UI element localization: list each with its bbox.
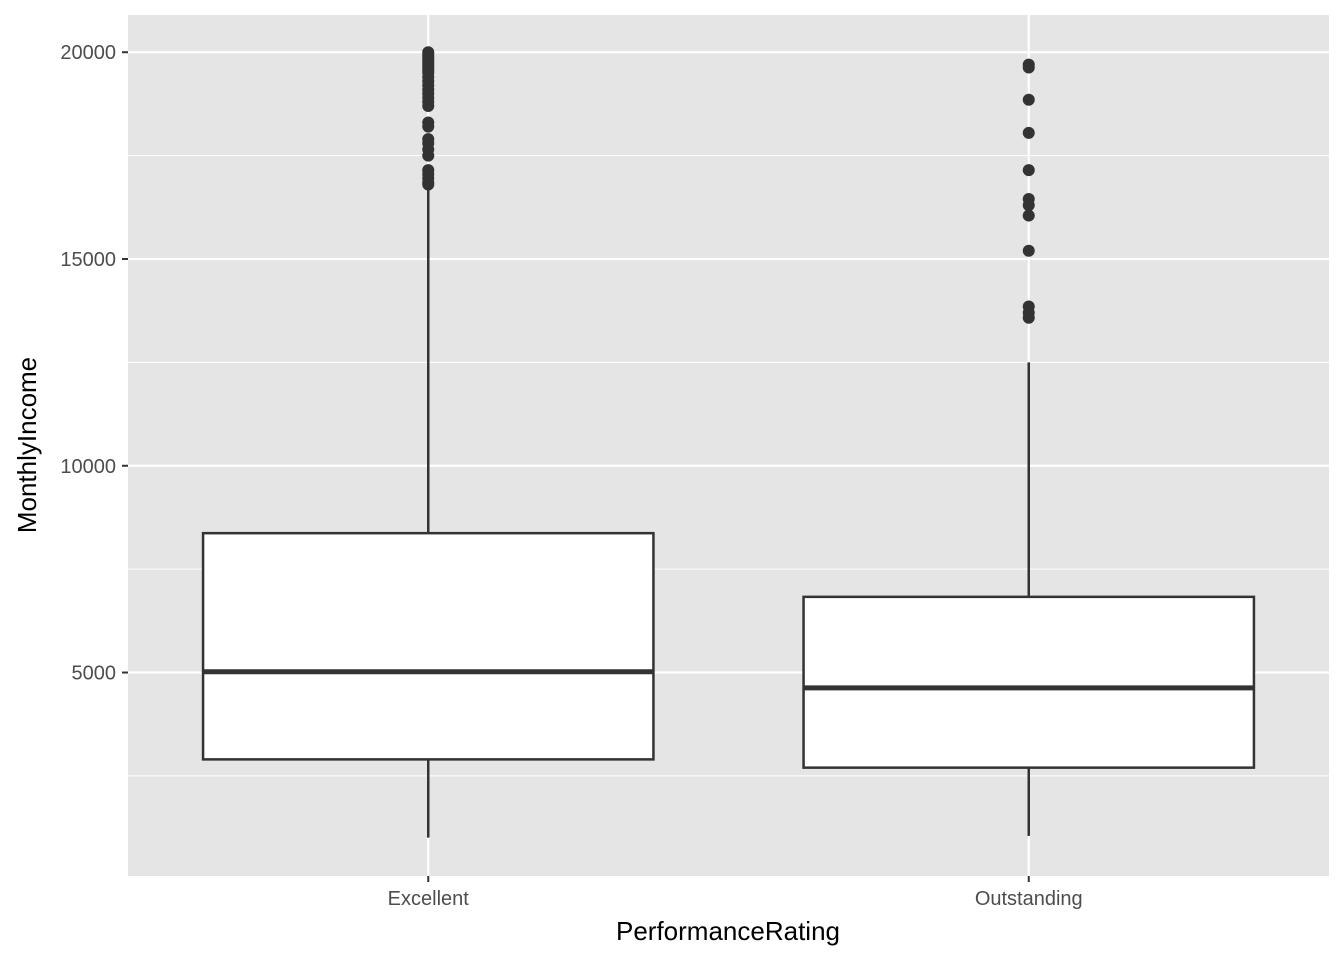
x-axis-title: PerformanceRating bbox=[616, 916, 840, 946]
box-iqr bbox=[201, 531, 655, 761]
box-iqr bbox=[802, 595, 1256, 769]
outlier-point bbox=[1022, 61, 1035, 74]
y-tick-label: 5000 bbox=[72, 663, 117, 685]
outlier-point bbox=[1022, 244, 1035, 257]
outlier-point bbox=[422, 99, 435, 112]
y-tick-label: 20000 bbox=[60, 42, 116, 64]
outlier-point bbox=[1022, 164, 1035, 177]
x-axis: Excellent Outstanding bbox=[388, 876, 1083, 910]
outlier-point bbox=[422, 149, 435, 162]
boxes bbox=[201, 46, 1256, 838]
y-tick-label: 15000 bbox=[60, 249, 116, 271]
box-outstanding bbox=[802, 58, 1256, 836]
y-axis: 5000 10000 15000 20000 bbox=[60, 42, 128, 685]
outlier-point bbox=[422, 178, 435, 191]
outlier-point bbox=[1022, 209, 1035, 222]
outlier-point bbox=[422, 120, 435, 133]
outlier-point bbox=[1022, 93, 1035, 106]
box-excellent bbox=[201, 46, 655, 838]
outlier-point bbox=[1022, 126, 1035, 139]
x-tick-label: Excellent bbox=[388, 888, 470, 910]
outlier-point bbox=[1022, 311, 1035, 324]
outlier-point bbox=[1022, 199, 1035, 212]
y-tick-label: 10000 bbox=[60, 456, 116, 478]
x-tick-label: Outstanding bbox=[975, 888, 1083, 910]
y-axis-title: MonthlyIncome bbox=[12, 357, 42, 533]
